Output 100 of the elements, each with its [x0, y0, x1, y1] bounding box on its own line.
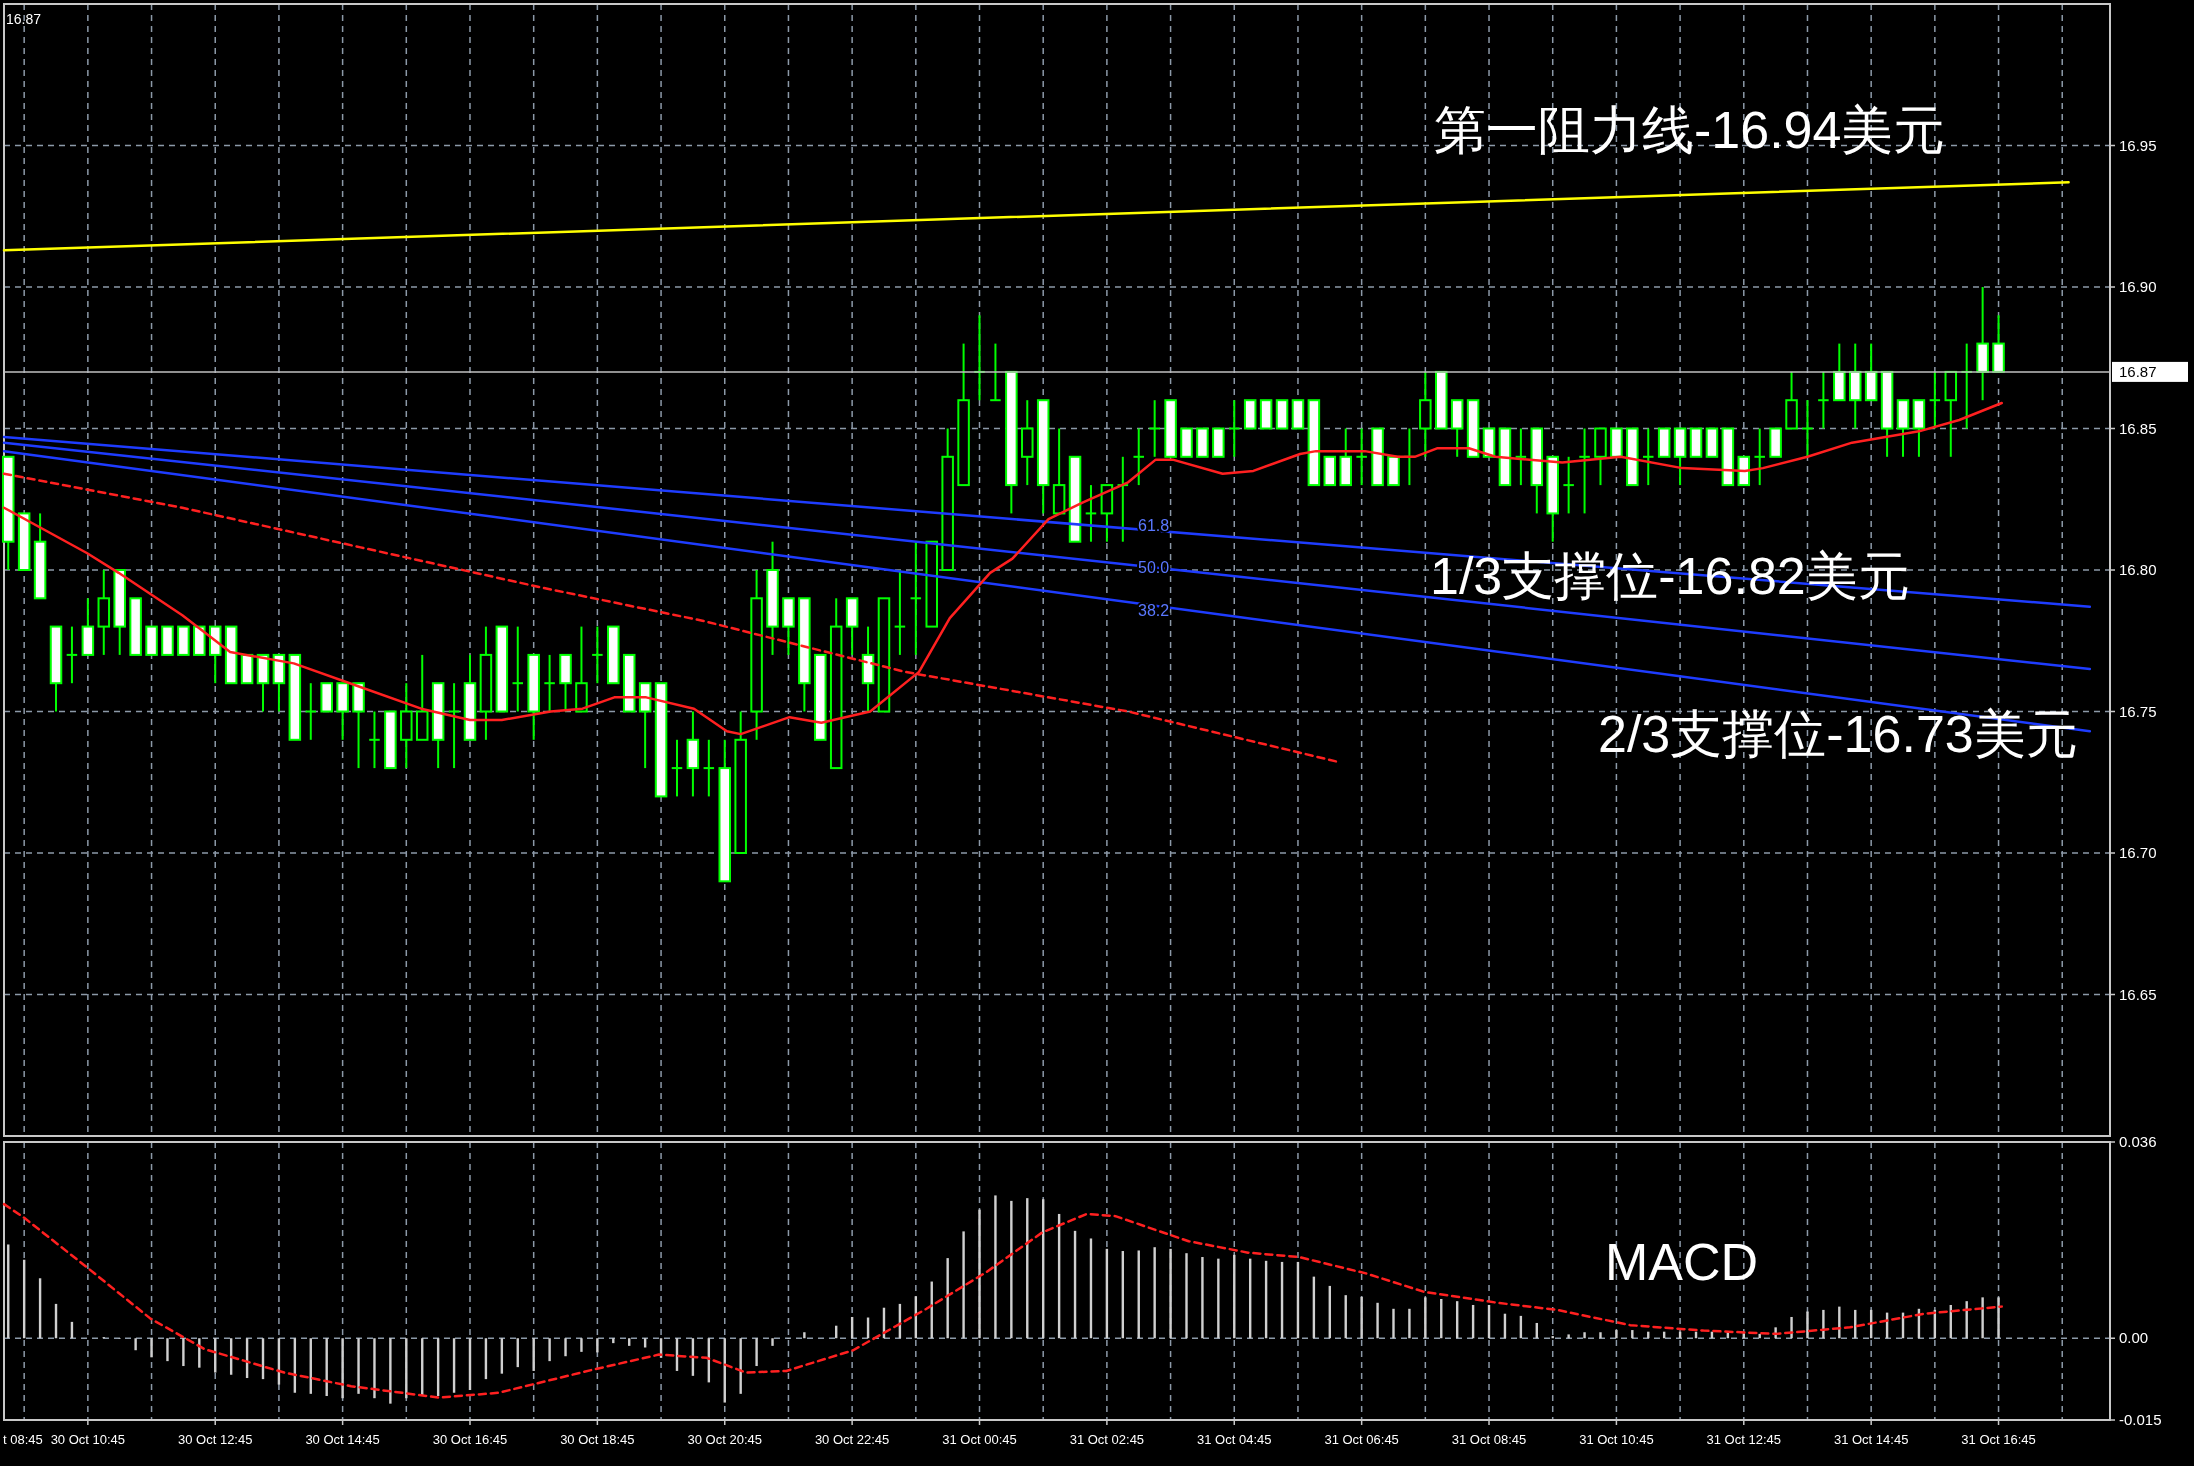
x-tick-label: 31 Oct 04:45 [1197, 1432, 1272, 1447]
bar [946, 1258, 949, 1339]
bar [564, 1338, 567, 1357]
bar [1615, 1330, 1618, 1339]
bar [1822, 1309, 1825, 1339]
bar [1153, 1247, 1156, 1339]
bar [755, 1338, 758, 1367]
annotation: 第一阻力线-16.94美元 [1434, 101, 1946, 159]
y-tick-label: 16.70 [2119, 844, 2157, 861]
bar [1806, 1311, 1809, 1339]
annotation: 61.8 [1138, 516, 1170, 534]
bar [357, 1338, 360, 1394]
bar [405, 1338, 408, 1399]
bar [325, 1338, 328, 1397]
x-tick-label: 31 Oct 16:45 [1961, 1432, 2036, 1447]
y-tick-label: 0.036 [2119, 1133, 2157, 1150]
y-tick-label: 16.65 [2119, 985, 2157, 1003]
y-tick-label: 16.90 [2119, 278, 2157, 295]
bar [548, 1338, 551, 1362]
bar [1424, 1297, 1427, 1339]
candlestick [65, 625, 79, 685]
bar [134, 1338, 137, 1351]
candlestick [670, 738, 684, 798]
x-tick-label: 31 Oct 06:45 [1324, 1432, 1399, 1447]
x-tick-label: 31 Oct 14:45 [1833, 1432, 1909, 1447]
y-tick-label: 16.85 [2119, 419, 2157, 437]
bar [1360, 1296, 1363, 1339]
bar [643, 1338, 647, 1348]
bar [1185, 1253, 1188, 1339]
candlestick [1578, 427, 1591, 515]
bar [1997, 1297, 2000, 1339]
candlestick [511, 625, 525, 713]
bar [389, 1338, 392, 1404]
candlestick [1928, 370, 1942, 430]
annotation: MACD [1605, 1233, 1759, 1291]
bar [1392, 1308, 1395, 1339]
candlestick [543, 653, 556, 713]
bar [1583, 1332, 1586, 1339]
x-tick-label: 31 Oct 10:45 [1579, 1432, 1654, 1447]
bar [1965, 1301, 1968, 1339]
annotation: 38.2 [1138, 601, 1170, 619]
bar [1217, 1258, 1220, 1339]
candlestick [1355, 427, 1368, 487]
y-tick-label: -0.015 [2119, 1411, 2162, 1428]
y-tick-label: 16.95 [2119, 136, 2157, 154]
candlestick [1562, 455, 1575, 515]
bar [1981, 1297, 1984, 1339]
candlestick [1642, 427, 1655, 487]
x-tick-label: 30 Oct 12:45 [178, 1432, 253, 1447]
y-tick-label: 16.75 [2119, 702, 2157, 720]
bar [198, 1338, 201, 1368]
bar [373, 1338, 376, 1399]
candlestick [1148, 399, 1161, 458]
bar [532, 1338, 535, 1371]
bar [803, 1332, 806, 1339]
ref-line-label: 16.87 [2119, 362, 2157, 380]
x-tick-label: 31 Oct 08:45 [1451, 1432, 1527, 1447]
text: t 08:45 [3, 1432, 43, 1447]
x-tick-label: 30 Oct 16:45 [432, 1432, 508, 1447]
x-tick-label: 31 Oct 02:45 [1069, 1432, 1145, 1447]
bar [1567, 1334, 1570, 1339]
candlestick [1132, 427, 1145, 487]
candlestick [368, 710, 381, 770]
x-tick-label: 31 Oct 00:45 [942, 1432, 1017, 1447]
bar [962, 1231, 965, 1339]
candlestick [1801, 399, 1814, 458]
bar [166, 1338, 169, 1362]
x-tick-label: 30 Oct 22:45 [814, 1432, 890, 1447]
bar [1010, 1200, 1013, 1339]
annotation: 16.87 [6, 11, 42, 27]
x-tick-label: 30 Oct 18:45 [560, 1432, 635, 1447]
bar [1599, 1332, 1602, 1339]
bar [771, 1338, 774, 1346]
candlestick [591, 625, 604, 685]
bar [1631, 1330, 1634, 1339]
bar [596, 1338, 599, 1353]
bar [1201, 1257, 1204, 1339]
bar [739, 1338, 742, 1394]
x-tick-label: 30 Oct 14:45 [305, 1432, 380, 1447]
candlestick [304, 682, 318, 741]
bar [341, 1338, 344, 1399]
x-tick-label: 30 Oct 20:45 [687, 1432, 762, 1447]
y-tick-label: 16.80 [2119, 561, 2157, 578]
bar [150, 1338, 153, 1358]
candlestick [909, 540, 923, 656]
bar [1376, 1302, 1379, 1339]
bar [182, 1338, 185, 1367]
bar [1838, 1306, 1841, 1339]
candlestick [1753, 427, 1766, 487]
candlestick [702, 738, 716, 798]
bar [978, 1209, 981, 1339]
candlestick [1084, 484, 1098, 543]
candlestick [447, 682, 461, 770]
candlestick [1817, 370, 1830, 430]
x-tick-label: 31 Oct 12:45 [1706, 1432, 1782, 1447]
bar [994, 1195, 997, 1339]
x-tick-label: 30 Oct 10:45 [50, 1432, 126, 1447]
candlestick [989, 342, 1002, 402]
bar [1169, 1248, 1172, 1339]
candlestick [1228, 399, 1241, 458]
